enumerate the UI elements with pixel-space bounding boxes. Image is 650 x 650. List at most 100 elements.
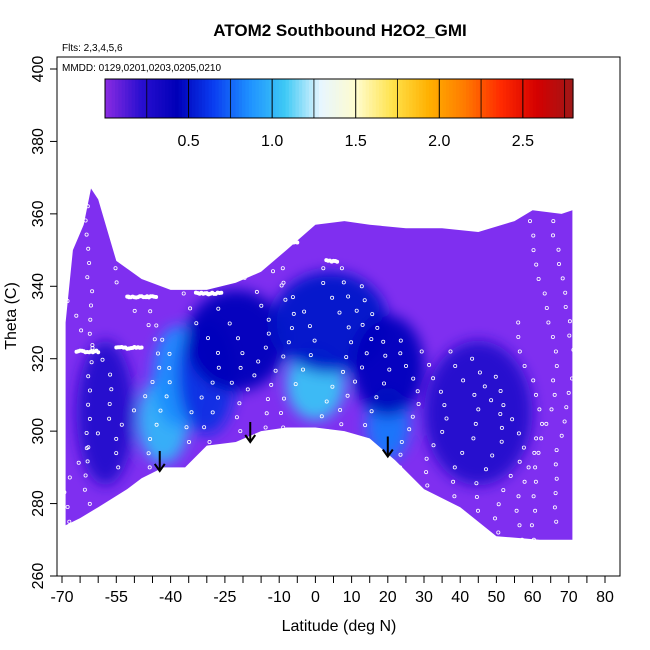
colorbar-cell [138, 79, 143, 118]
obs-point [496, 502, 501, 507]
colorbar-cell [121, 79, 126, 118]
obs-point [493, 374, 498, 379]
obs-point [164, 394, 169, 399]
obs-point [345, 393, 350, 398]
obs-point [88, 388, 93, 393]
obs-point [554, 363, 559, 368]
obs-point [341, 280, 346, 285]
colorbar-cell [238, 79, 243, 118]
obs-point [498, 388, 503, 393]
obs-point [359, 365, 364, 370]
obs-point [448, 349, 453, 354]
colorbar-tick-label: 0.5 [177, 133, 199, 150]
obs-point [113, 266, 118, 271]
obs-point [251, 245, 256, 250]
colorbar-cell [305, 79, 310, 118]
obs-point [324, 399, 329, 404]
obs-point [501, 488, 506, 493]
colorbar-cell [449, 79, 454, 118]
arrow-head [381, 448, 394, 459]
colorbar-cell [328, 79, 333, 118]
obs-point [349, 340, 354, 345]
obs-point [354, 308, 359, 313]
colorbar-cell [198, 79, 203, 118]
colorbar-cell [278, 79, 283, 118]
obs-point [152, 337, 157, 342]
obs-point [365, 450, 370, 455]
colorbar-cell [118, 79, 123, 118]
obs-point [184, 425, 189, 430]
obs-point [531, 378, 536, 383]
x-tick-label: -40 [159, 589, 182, 606]
dates-note: MMDD: 0129,0201,0203,0205,0210 [62, 63, 221, 74]
colorbar-cell [405, 79, 410, 118]
down-arrow [244, 422, 257, 444]
x-tick-label: -70 [50, 589, 73, 606]
colorbar-cell [566, 79, 571, 118]
obs-point [482, 384, 487, 389]
colorbar-cell [235, 79, 240, 118]
colorbar-cell [282, 79, 287, 118]
obs-point [473, 421, 478, 426]
obs-point [452, 465, 457, 470]
obs-point [252, 373, 257, 378]
y-tick-label: 340 [30, 273, 47, 300]
obs-point [554, 476, 559, 481]
colorbar-cell [242, 79, 246, 118]
colorbar-cell [342, 79, 347, 118]
colorbar-cell [556, 79, 561, 118]
colorbar-cell [155, 79, 160, 118]
colorbar-cell [131, 79, 136, 118]
obs-point [460, 450, 465, 455]
colorbar-cell [185, 79, 190, 118]
obs-point [150, 379, 155, 384]
obs-point [215, 395, 220, 400]
colorbar-cell [409, 79, 414, 118]
obs-point [270, 269, 275, 274]
colorbar-cell [549, 79, 554, 118]
obs-point [517, 459, 522, 464]
obs-point [477, 370, 482, 375]
colorbar-cell [178, 79, 183, 118]
obs-point [85, 204, 90, 209]
colorbar-cell [148, 79, 153, 118]
obs-point [360, 322, 365, 327]
obs-point [522, 479, 527, 484]
obs-point [516, 494, 521, 499]
obs-point [131, 408, 136, 413]
obs-point [279, 283, 284, 288]
obs-point [67, 519, 72, 524]
colorbar-cell [108, 79, 113, 118]
obs-point [146, 323, 151, 328]
obs-point [552, 505, 557, 510]
colorbar-cell [302, 79, 307, 118]
obs-point [157, 365, 162, 370]
obs-point [87, 416, 92, 421]
obs-point [532, 450, 537, 455]
field-blob [185, 289, 287, 392]
obs-point [281, 396, 286, 401]
obs-point [293, 382, 298, 387]
obs-point [352, 379, 357, 384]
colorbar-cell [218, 79, 223, 118]
obs-point [143, 394, 148, 399]
obs-point [534, 436, 539, 441]
obs-point [188, 306, 193, 311]
colorbar-cell [275, 79, 280, 118]
x-tick-label: 30 [415, 589, 433, 606]
obs-point [85, 190, 90, 195]
obs-point [339, 422, 344, 427]
obs-point [564, 405, 569, 410]
obs-point [227, 321, 232, 326]
obs-point [167, 366, 172, 371]
colorbar-cell [415, 79, 420, 118]
obs-point [259, 303, 264, 308]
colorbar-cell [352, 79, 357, 118]
obs-point [235, 336, 240, 341]
obs-point [570, 376, 575, 381]
obs-point [242, 275, 247, 280]
obs-point [472, 392, 477, 397]
obs-point [265, 397, 270, 402]
obs-point [517, 349, 522, 354]
